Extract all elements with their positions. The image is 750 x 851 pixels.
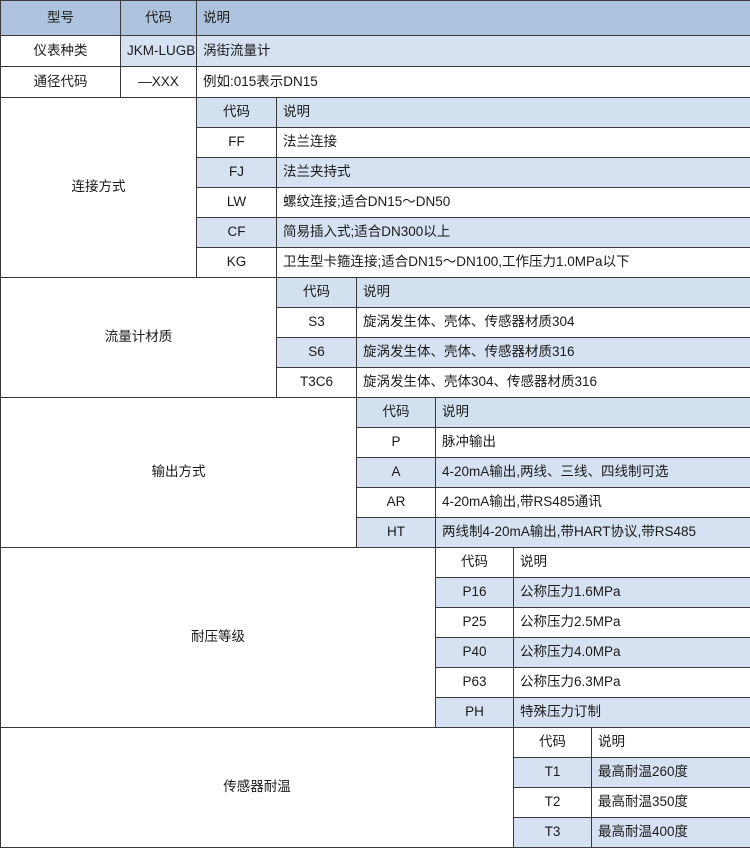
code-cell: T3 bbox=[513, 817, 592, 848]
code-cell: KG bbox=[196, 247, 277, 278]
table-row: P16 公称压力1.6MPa bbox=[1, 577, 750, 608]
code-cell: FF bbox=[196, 127, 277, 158]
table-row: S6 旋涡发生体、壳体、传感器材质316 bbox=[1, 337, 750, 368]
description-cell: 旋涡发生体、壳体、传感器材质304 bbox=[355, 307, 750, 338]
description-cell: 最高耐温400度 bbox=[590, 817, 750, 848]
description-cell: 特殊压力订制 bbox=[512, 697, 750, 728]
table-row: AR 4-20mA输出,带RS485通讯 bbox=[1, 487, 750, 518]
subheader-code: 代码 bbox=[276, 277, 357, 308]
code-cell: P bbox=[356, 427, 436, 458]
description-cell: 公称压力4.0MPa bbox=[512, 637, 750, 668]
code-cell: P25 bbox=[435, 607, 514, 638]
table-row: T3C6 旋涡发生体、壳体304、传感器材质316 bbox=[1, 367, 750, 398]
table-row: HT 两线制4-20mA输出,带HART协议,带RS485 bbox=[1, 517, 750, 548]
code-cell: T3C6 bbox=[276, 367, 357, 398]
section-connection-type-header: 连接方式 代码 说明 bbox=[0, 97, 750, 278]
section-sensor-temperature-header: 传感器耐温 代码 说明 bbox=[0, 727, 750, 848]
table-row: CF 简易插入式;适合DN300以上 bbox=[1, 217, 750, 248]
table-row: P 脉冲输出 bbox=[1, 427, 750, 458]
code-cell: P16 bbox=[435, 577, 514, 608]
subheader-description: 说明 bbox=[434, 397, 750, 428]
description-cell: 旋涡发生体、壳体、传感器材质316 bbox=[355, 337, 750, 368]
section-label-connection-type: 连接方式 bbox=[0, 97, 197, 278]
row-code-instrument-type: JKM-LUGB bbox=[120, 35, 197, 67]
table-row: 通径代码 —XXX 例如:015表示DN15 bbox=[0, 66, 750, 98]
row-label-instrument-type: 仪表种类 bbox=[0, 35, 121, 67]
subheader-code: 代码 bbox=[513, 727, 592, 758]
section-label-meter-material: 流量计材质 bbox=[0, 277, 277, 398]
table-row: PH 特殊压力订制 bbox=[1, 697, 750, 728]
subheader-code: 代码 bbox=[435, 547, 514, 578]
description-cell: 简易插入式;适合DN300以上 bbox=[275, 217, 750, 248]
description-cell: 公称压力6.3MPa bbox=[512, 667, 750, 698]
description-cell: 螺纹连接;适合DN15～DN50 bbox=[275, 187, 750, 218]
table-row: A 4-20mA输出,两线、三线、四线制可选 bbox=[1, 457, 750, 488]
section-label-output-type: 输出方式 bbox=[0, 397, 357, 548]
table-row: FJ 法兰夹持式 bbox=[1, 157, 750, 188]
table-row: T1 最高耐温260度 bbox=[1, 757, 750, 788]
row-code-diameter-code: —XXX bbox=[120, 66, 197, 98]
section-output-type-header: 输出方式 代码 说明 bbox=[0, 397, 750, 548]
code-cell: S6 bbox=[276, 337, 357, 368]
section-meter-material-header: 流量计材质 代码 说明 bbox=[0, 277, 750, 398]
code-cell: T2 bbox=[513, 787, 592, 818]
row-description-diameter-code: 例如:015表示DN15 bbox=[195, 66, 750, 98]
code-cell: LW bbox=[196, 187, 277, 218]
subheader-code: 代码 bbox=[356, 397, 436, 428]
header-cell-description: 说明 bbox=[195, 0, 750, 36]
code-cell: P63 bbox=[435, 667, 514, 698]
description-cell: 卫生型卡箍连接;适合DN15～DN100,工作压力1.0MPa以下 bbox=[275, 247, 750, 278]
description-cell: 最高耐温260度 bbox=[590, 757, 750, 788]
code-cell: A bbox=[356, 457, 436, 488]
code-cell: S3 bbox=[276, 307, 357, 338]
subheader-description: 说明 bbox=[512, 547, 750, 578]
description-cell: 公称压力2.5MPa bbox=[512, 607, 750, 638]
section-label-pressure-rating: 耐压等级 bbox=[0, 547, 436, 728]
code-cell: T1 bbox=[513, 757, 592, 788]
description-cell: 4-20mA输出,带RS485通讯 bbox=[434, 487, 750, 518]
section-label-sensor-temperature: 传感器耐温 bbox=[0, 727, 514, 848]
row-description-instrument-type: 涡街流量计 bbox=[195, 35, 750, 67]
code-cell: HT bbox=[356, 517, 436, 548]
description-cell: 公称压力1.6MPa bbox=[512, 577, 750, 608]
code-cell: P40 bbox=[435, 637, 514, 668]
subheader-description: 说明 bbox=[590, 727, 750, 758]
table-row: T2 最高耐温350度 bbox=[1, 787, 750, 818]
section-pressure-rating-header: 耐压等级 代码 说明 bbox=[0, 547, 750, 728]
table-row: LW 螺纹连接;适合DN15～DN50 bbox=[1, 187, 750, 218]
table-row: T3 最高耐温400度 bbox=[1, 817, 750, 848]
subheader-description: 说明 bbox=[275, 97, 750, 128]
description-cell: 两线制4-20mA输出,带HART协议,带RS485 bbox=[434, 517, 750, 548]
description-cell: 法兰连接 bbox=[275, 127, 750, 158]
code-cell: FJ bbox=[196, 157, 277, 188]
table-row: KG 卫生型卡箍连接;适合DN15～DN100,工作压力1.0MPa以下 bbox=[1, 247, 750, 278]
table-header-row: 型号 代码 说明 bbox=[0, 0, 750, 36]
subheader-code: 代码 bbox=[196, 97, 277, 128]
table-row: P25 公称压力2.5MPa bbox=[1, 607, 750, 638]
code-cell: PH bbox=[435, 697, 514, 728]
code-cell: AR bbox=[356, 487, 436, 518]
table-row: 仪表种类 JKM-LUGB 涡街流量计 bbox=[0, 35, 750, 67]
description-cell: 4-20mA输出,两线、三线、四线制可选 bbox=[434, 457, 750, 488]
header-cell-model: 型号 bbox=[0, 0, 121, 36]
description-cell: 脉冲输出 bbox=[434, 427, 750, 458]
description-cell: 法兰夹持式 bbox=[275, 157, 750, 188]
description-cell: 旋涡发生体、壳体304、传感器材质316 bbox=[355, 367, 750, 398]
header-cell-code: 代码 bbox=[120, 0, 197, 36]
row-label-diameter-code: 通径代码 bbox=[0, 66, 121, 98]
description-cell: 最高耐温350度 bbox=[590, 787, 750, 818]
subheader-description: 说明 bbox=[355, 277, 750, 308]
code-cell: CF bbox=[196, 217, 277, 248]
